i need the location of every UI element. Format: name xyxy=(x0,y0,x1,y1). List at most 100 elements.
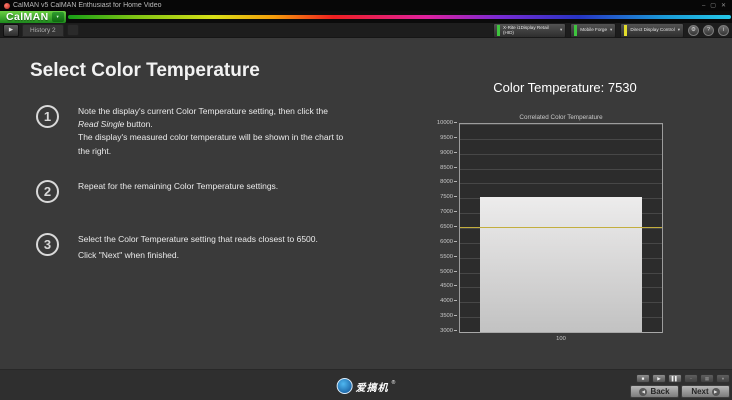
page-title: Select Color Temperature xyxy=(30,60,260,81)
y-tick-label: 10000 xyxy=(437,120,457,126)
transport-row: ■ ▶ ▌▌ − ▦ ● xyxy=(636,374,730,383)
calman-logo[interactable]: CalMAN ▾ xyxy=(0,11,66,23)
y-tick-label: 3000 xyxy=(440,328,457,334)
chart-y-axis: 10000 9500 9000 8500 8000 7500 7000 6500 6000 550… xyxy=(433,120,459,334)
minimize-icon[interactable]: – xyxy=(701,2,706,9)
step-2-number-icon: 2 xyxy=(36,180,59,203)
tab-bar: ▶ History 2 X-Rite i1Display Retail (HID… xyxy=(0,22,732,38)
y-tick-label: 5500 xyxy=(440,254,457,260)
close-icon[interactable]: ✕ xyxy=(720,2,726,9)
chart-body: 10000 9500 9000 8500 8000 7500 7000 6500 6000 550… xyxy=(433,120,663,334)
back-button[interactable]: ◀ Back xyxy=(630,385,679,398)
watermark: 爱搞机 ® xyxy=(336,378,396,394)
back-arrow-icon: ◀ xyxy=(639,387,648,396)
stop-button[interactable]: ■ xyxy=(636,374,650,383)
gridline xyxy=(460,168,662,170)
tab-history[interactable]: History 2 xyxy=(22,23,64,37)
settings-button[interactable]: ⚙ xyxy=(688,24,699,36)
registered-mark: ® xyxy=(391,380,396,386)
watermark-text: 爱搞机 xyxy=(355,382,389,394)
next-label: Next xyxy=(691,387,709,396)
help-icon: ? xyxy=(706,27,711,33)
y-tick-label: 6500 xyxy=(440,224,457,230)
y-tick-label: 4000 xyxy=(440,298,457,304)
next-arrow-icon: ▶ xyxy=(711,387,720,396)
gridline xyxy=(460,124,662,125)
info-button[interactable]: i xyxy=(718,24,729,36)
gear-icon: ⚙ xyxy=(691,27,696,33)
source-label: Mobile Forge xyxy=(580,27,608,33)
meter-status-indicator xyxy=(496,24,500,36)
y-tick-label: 9000 xyxy=(440,150,457,156)
footer-bar: 爱搞机 ® ■ ▶ ▌▌ − ▦ ● ◀ Back Next ▶ xyxy=(0,369,732,400)
spectrum-bar xyxy=(67,15,731,19)
next-button[interactable]: Next ▶ xyxy=(681,385,730,398)
gridline xyxy=(460,153,662,155)
step-1-line1-suffix: button. xyxy=(124,119,153,130)
step-1-text: Note the display's current Color Tempera… xyxy=(78,105,346,158)
window-title: CalMAN v5 CalMAN Enthusiast for Home Vid… xyxy=(13,2,162,9)
gridline xyxy=(460,138,662,140)
record-button[interactable]: − xyxy=(684,374,698,383)
chevron-down-icon: ▾ xyxy=(56,14,59,19)
app-icon xyxy=(4,2,10,9)
chevron-down-icon: ▾ xyxy=(559,27,563,32)
y-tick-label: 5000 xyxy=(440,269,457,275)
play-icon: ▶ xyxy=(8,27,14,33)
pause-button[interactable]: ▌▌ xyxy=(668,374,682,383)
step-3-line2: Click "Next" when finished. xyxy=(78,250,179,261)
chart-plot-area xyxy=(459,123,663,333)
device-dropdown[interactable]: Direct Display Control ▾ xyxy=(620,22,684,38)
device-status-indicator xyxy=(624,24,628,36)
step-3: 3 Select the Color Temperature setting t… xyxy=(36,233,346,262)
nav-row: ◀ Back Next ▶ xyxy=(630,385,730,398)
calman-logo-text: CalMAN xyxy=(6,10,49,23)
meter-label: X-Rite i1Display Retail (HID) xyxy=(502,24,549,36)
watermark-logo-icon xyxy=(336,378,353,394)
new-tab-button[interactable] xyxy=(66,24,79,36)
y-tick-label: 7500 xyxy=(440,194,457,200)
pattern-window-button[interactable]: ▦ xyxy=(700,374,714,383)
step-3-text: Select the Color Temperature setting tha… xyxy=(78,233,346,262)
step-1-line1-prefix: Note the display's current Color Tempera… xyxy=(78,106,328,116)
logo-dropdown-button[interactable]: ▾ xyxy=(51,12,64,22)
meter-dropdown[interactable]: X-Rite i1Display Retail (HID) ▾ xyxy=(492,22,567,38)
y-tick-label: 3500 xyxy=(440,313,457,319)
workflow-advance-button[interactable]: ▶ xyxy=(3,23,19,37)
window-titlebar: CalMAN v5 CalMAN Enthusiast for Home Vid… xyxy=(0,0,732,11)
info-icon: i xyxy=(722,27,725,33)
wizard-page: Select Color Temperature 1 Note the disp… xyxy=(0,38,732,370)
color-temperature-readout: Color Temperature: 7530 xyxy=(493,80,637,95)
gridline xyxy=(460,183,662,185)
brand-row: CalMAN ▾ xyxy=(0,11,732,23)
step-1: 1 Note the display's current Color Tempe… xyxy=(36,105,346,158)
cct-bar xyxy=(480,197,642,332)
device-label: Direct Display Control xyxy=(630,27,675,33)
y-tick-label: 8000 xyxy=(440,179,457,185)
read-single-emphasis: Read Single xyxy=(78,119,125,130)
y-tick-label: 8500 xyxy=(440,165,457,171)
target-button[interactable]: ● xyxy=(716,374,730,383)
play-button[interactable]: ▶ xyxy=(652,374,666,383)
chart-x-tick-label: 100 xyxy=(556,336,566,342)
reference-line xyxy=(460,227,662,228)
step-1-number-icon: 1 xyxy=(36,105,59,128)
y-tick-label: 7000 xyxy=(440,209,457,215)
y-tick-label: 6000 xyxy=(440,239,457,245)
chevron-down-icon: ▾ xyxy=(610,27,613,32)
gridline xyxy=(460,332,662,333)
window-controls: – ▢ ✕ xyxy=(702,3,728,9)
y-tick-label: 9500 xyxy=(440,135,457,141)
chevron-down-icon: ▾ xyxy=(677,27,680,32)
step-2: 2 Repeat for the remaining Color Tempera… xyxy=(36,180,346,203)
wizard-controls: ■ ▶ ▌▌ − ▦ ● ◀ Back Next ▶ xyxy=(630,374,730,398)
source-dropdown[interactable]: Mobile Forge ▾ xyxy=(570,22,617,38)
step-2-text: Repeat for the remaining Color Temperatu… xyxy=(78,181,279,191)
chart-title: Correlated Color Temperature xyxy=(519,114,603,121)
back-label: Back xyxy=(650,387,670,396)
step-1-line2: The display's measured color temperature… xyxy=(78,132,344,156)
hardware-toolbar: X-Rite i1Display Retail (HID) ▾ Mobile F… xyxy=(492,22,729,38)
maximize-icon[interactable]: ▢ xyxy=(710,2,716,9)
help-button[interactable]: ? xyxy=(703,24,714,36)
y-tick-label: 4500 xyxy=(440,283,457,289)
